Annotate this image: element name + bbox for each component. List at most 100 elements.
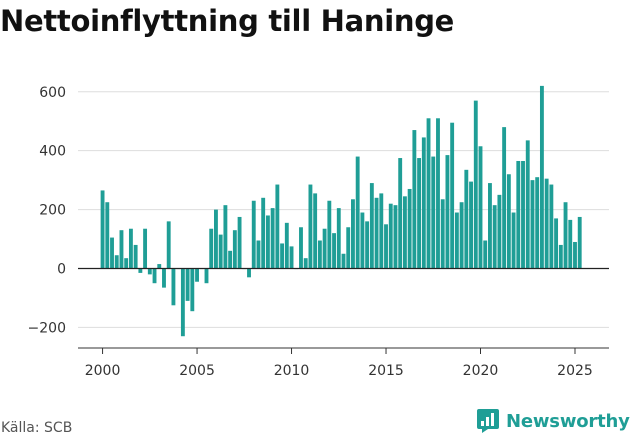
bar <box>497 194 502 269</box>
bar <box>180 268 185 337</box>
bar <box>511 212 516 269</box>
bar <box>124 258 129 269</box>
bar <box>473 100 478 269</box>
bar <box>336 208 341 269</box>
bar <box>355 156 360 269</box>
bar <box>228 250 233 269</box>
bar <box>483 240 488 269</box>
bar <box>195 268 199 282</box>
bar <box>237 216 242 269</box>
chart-title: Nettoinflyttning till Haninge <box>0 4 455 38</box>
bar <box>573 241 577 269</box>
x-tick-label: 2005 <box>179 363 215 379</box>
bar <box>535 177 540 269</box>
bar <box>379 193 384 269</box>
bar <box>284 222 289 269</box>
bar <box>563 202 568 269</box>
bar <box>365 221 370 269</box>
bar <box>308 184 313 269</box>
bar <box>171 268 176 306</box>
y-tick-label: 600 <box>39 85 66 101</box>
bar <box>402 196 407 269</box>
bar <box>209 228 214 269</box>
x-tick-label: 2010 <box>274 363 310 379</box>
bar <box>166 221 171 269</box>
bar <box>417 158 422 269</box>
bar <box>327 200 332 269</box>
bar <box>412 130 417 269</box>
bar <box>549 184 554 269</box>
bar <box>421 137 426 269</box>
bar <box>147 268 152 275</box>
bar <box>114 255 119 269</box>
x-tick-label: 2000 <box>85 363 121 379</box>
bar <box>525 140 530 269</box>
bar <box>445 155 450 269</box>
bar <box>516 160 521 269</box>
bar <box>133 244 138 269</box>
bar <box>478 146 483 269</box>
bar <box>299 227 303 269</box>
bar <box>128 228 133 269</box>
bar <box>256 240 261 269</box>
bar <box>204 268 209 284</box>
x-axis <box>78 267 609 354</box>
bar <box>360 212 365 269</box>
bar <box>247 268 251 278</box>
bar <box>317 240 322 269</box>
bar <box>275 184 280 269</box>
bar <box>218 234 223 269</box>
bar <box>232 230 237 269</box>
y-tick-label: 200 <box>39 203 66 219</box>
bar <box>105 202 110 269</box>
bar <box>450 122 455 269</box>
bar <box>469 181 473 269</box>
bar <box>398 158 403 269</box>
bar <box>270 208 275 269</box>
bar <box>554 218 559 269</box>
bar <box>351 199 355 269</box>
bar <box>289 246 294 269</box>
brand-logo[interactable]: Newsworthy <box>476 408 630 434</box>
bars <box>100 85 582 337</box>
bar <box>492 205 497 269</box>
bar <box>280 243 285 269</box>
bar <box>374 197 379 269</box>
bar <box>558 244 563 269</box>
y-tick-label: 400 <box>39 144 66 160</box>
y-tick-label: 0 <box>57 261 66 277</box>
bar <box>407 188 412 269</box>
source-note: Källa: SCB <box>1 420 73 436</box>
bar <box>544 178 549 269</box>
bar <box>303 258 308 269</box>
bar <box>332 233 336 269</box>
x-tick-label: 2015 <box>368 363 404 379</box>
bar <box>265 215 270 269</box>
bar <box>185 268 190 301</box>
bar <box>568 219 573 269</box>
bar <box>577 216 582 269</box>
bar <box>502 127 507 269</box>
bar <box>190 268 195 312</box>
bar <box>488 183 492 269</box>
brand-name: Newsworthy <box>506 410 630 432</box>
bar <box>100 190 105 269</box>
bar <box>431 156 436 269</box>
bar <box>388 203 393 269</box>
bar <box>261 197 266 269</box>
bar <box>223 205 228 269</box>
x-tick-labels: 2000 2005 2010 2015 2020 2025 <box>85 363 593 379</box>
bar <box>393 205 398 269</box>
bar <box>138 268 143 273</box>
bar <box>440 199 445 269</box>
bar <box>454 212 459 269</box>
y-tick-labels: −200 0 200 400 600 <box>28 85 66 337</box>
bar <box>464 169 469 269</box>
x-tick-label: 2020 <box>463 363 499 379</box>
bar <box>152 268 157 284</box>
bar <box>384 224 388 269</box>
bar <box>521 160 525 269</box>
bar <box>214 209 218 269</box>
bar <box>322 228 327 269</box>
